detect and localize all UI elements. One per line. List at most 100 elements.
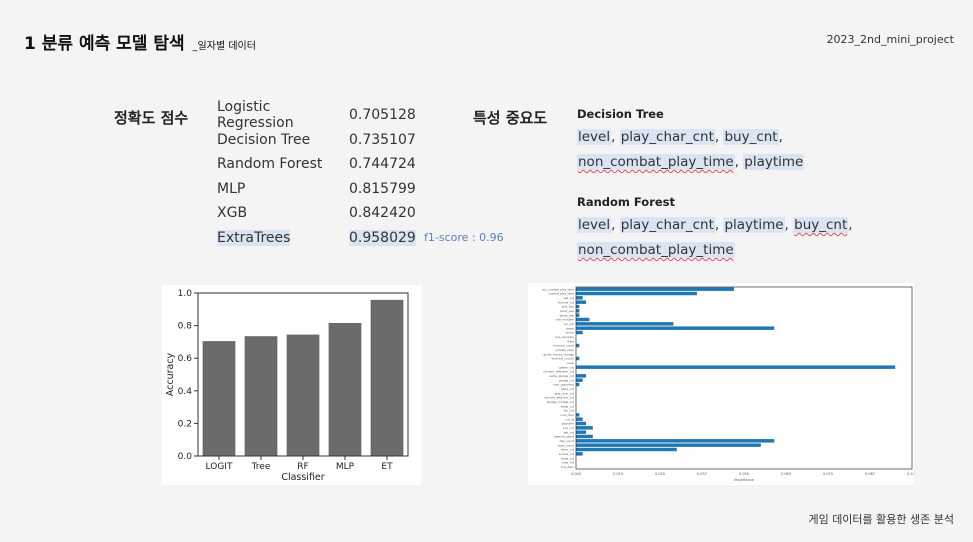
importance-bar xyxy=(576,382,580,387)
feature-tick-label: game_money_change xyxy=(543,352,574,356)
feature-tick-label: random_defender_cnt xyxy=(543,370,575,374)
x-tick-label: 0.087 xyxy=(865,472,875,476)
feature-tick-label: get_cnt xyxy=(564,430,575,434)
feature-token: play_char_cnt xyxy=(619,129,715,145)
feature-importance-chart-svg: non_combat_play_timecombat_play_timesell… xyxy=(542,286,917,482)
decision-tree-feature-list: level, play_char_cnt, buy_cnt, non_comba… xyxy=(577,129,805,170)
feature-importance-chart: non_combat_play_time combat_play_time sell… xyxy=(528,283,917,485)
random-forest-feature-list: level, play_char_cnt, playtime, buy_cnt,… xyxy=(577,217,853,258)
importance-bar xyxy=(576,447,677,452)
feature-tick-label: playtime xyxy=(562,422,575,426)
feature-token: buy_cnt xyxy=(793,217,849,233)
page-title: 1 분류 예측 모델 탐색 _일자별 데이터 xyxy=(24,29,256,54)
feature-tick-label: login_count xyxy=(558,443,575,447)
feature-tick-label: quest_exp xyxy=(560,313,575,317)
model-name: Decision Tree xyxy=(217,131,311,148)
feature-tick-label: random_attacker_cnt xyxy=(544,396,575,400)
x-tick-label: 0.013 xyxy=(613,472,623,476)
importance-bar xyxy=(576,309,580,313)
importance-bar xyxy=(576,291,697,296)
random-forest-features: Random Forest level, play_char_cnt, play… xyxy=(577,195,937,263)
feature-tick-label: pledge_combat_cnt xyxy=(547,400,575,404)
y-tick-label: 0.2 xyxy=(178,419,192,429)
model-score: 0.705128 xyxy=(349,107,416,124)
y-axis-label: Accuracy xyxy=(165,352,176,396)
footer-caption: 게임 데이터를 활용한 생존 분석 xyxy=(808,513,954,526)
importance-bar xyxy=(576,304,580,309)
x-tick-label: 0.075 xyxy=(823,472,833,476)
accuracy-row: MLP 0.815799 xyxy=(217,177,416,202)
importance-bar xyxy=(576,326,775,330)
y-tick-label: 0.0 xyxy=(178,452,193,462)
feature-tick-label: combat_play_time xyxy=(548,292,574,296)
feature-tick-label: chat_cnt xyxy=(562,461,575,465)
feature-importance-label: 특성 중요도 xyxy=(473,109,548,127)
feature-tick-label: solo_exp xyxy=(562,305,574,309)
y-tick-label: 0.6 xyxy=(178,354,193,364)
x-tick-label: 0.063 xyxy=(781,472,791,476)
importance-bar xyxy=(576,300,587,304)
x-tick-label: 0.025 xyxy=(655,472,665,476)
x-tick-label: 0.050 xyxy=(739,472,749,476)
feature-token: playtime xyxy=(743,154,805,170)
feature-tick-label: sell_cnt xyxy=(563,296,574,300)
page-subtitle: _일자별 데이터 xyxy=(192,41,256,52)
y-tick-label: 0.8 xyxy=(178,322,193,332)
bar xyxy=(328,322,362,456)
importance-bar xyxy=(576,417,583,421)
decision-tree-title: Decision Tree xyxy=(577,107,664,121)
feature-tick-label: level xyxy=(567,361,574,365)
feature-tick-label: gather_cnt xyxy=(559,365,575,369)
plot-frame xyxy=(197,292,409,457)
importance-bar xyxy=(576,434,593,439)
feature-token: buy_cnt xyxy=(723,129,779,145)
importance-bar xyxy=(576,317,590,322)
feature-tick-label: enchant_count2 xyxy=(552,357,575,361)
model-score: 0.842420 xyxy=(349,205,416,222)
feature-tick-label: num_char xyxy=(560,413,575,417)
importance-bar xyxy=(576,374,587,378)
feature-tick-label: num_opponent xyxy=(553,383,575,387)
x-tick-label: MLP xyxy=(336,462,355,472)
x-axis-label: Classifier xyxy=(281,472,324,483)
importance-bar xyxy=(576,426,593,430)
importance-bar xyxy=(576,296,583,300)
accuracy-row: Logistic Regression 0.705128 xyxy=(217,99,416,131)
feature-tick-label: other_cnt xyxy=(561,448,575,452)
importance-bar xyxy=(576,421,587,426)
x-tick-label: 0.000 xyxy=(571,472,581,476)
importance-bar xyxy=(576,443,761,447)
accuracy-row-best: ExtraTrees 0.958029 xyxy=(217,226,416,251)
project-name: 2023_2nd_mini_project xyxy=(826,33,954,46)
importance-bar xyxy=(576,322,674,326)
importance-bar xyxy=(576,356,580,361)
model-score: 0.744724 xyxy=(349,156,416,173)
feature-tick-label: non_combat_play_time xyxy=(542,287,575,291)
accuracy-label: 정확도 점수 xyxy=(114,109,189,127)
feature-tick-label: play_char_cnt xyxy=(555,391,575,395)
feature-token: level xyxy=(577,129,612,145)
accuracy-row: Random Forest 0.744724 xyxy=(217,152,416,177)
feature-tick-label: buy_item xyxy=(561,465,574,469)
feature-tick-label: buy_cnt xyxy=(563,426,575,430)
page-title-main: 1 분류 예측 모델 탐색 xyxy=(24,34,185,54)
feature-tick-label: fortune_cnt xyxy=(558,300,575,304)
importance-bar xyxy=(576,343,580,348)
feature-tick-label: npc_kill xyxy=(564,322,575,326)
importance-bar xyxy=(576,313,580,317)
feature-token: play_char_cnt xyxy=(619,217,715,233)
importance-bar xyxy=(576,452,583,456)
decision-tree-features: Decision Tree level, play_char_cnt, buy_… xyxy=(577,107,937,175)
feature-tick-label: ddos xyxy=(567,339,574,343)
feature-tick-label: revive xyxy=(565,331,574,335)
bar xyxy=(370,299,404,456)
importance-bar xyxy=(576,430,587,434)
importance-bar xyxy=(576,365,896,369)
model-score: 0.815799 xyxy=(349,180,416,197)
model-name: Logistic Regression xyxy=(217,99,294,132)
feature-tick-label: trade_cnt xyxy=(561,456,575,460)
accuracy-row: XGB 0.842420 xyxy=(217,201,416,226)
feature-tick-label: pledge_cnt xyxy=(559,378,575,382)
model-score: 0.735107 xyxy=(349,131,416,148)
bar xyxy=(202,341,236,456)
